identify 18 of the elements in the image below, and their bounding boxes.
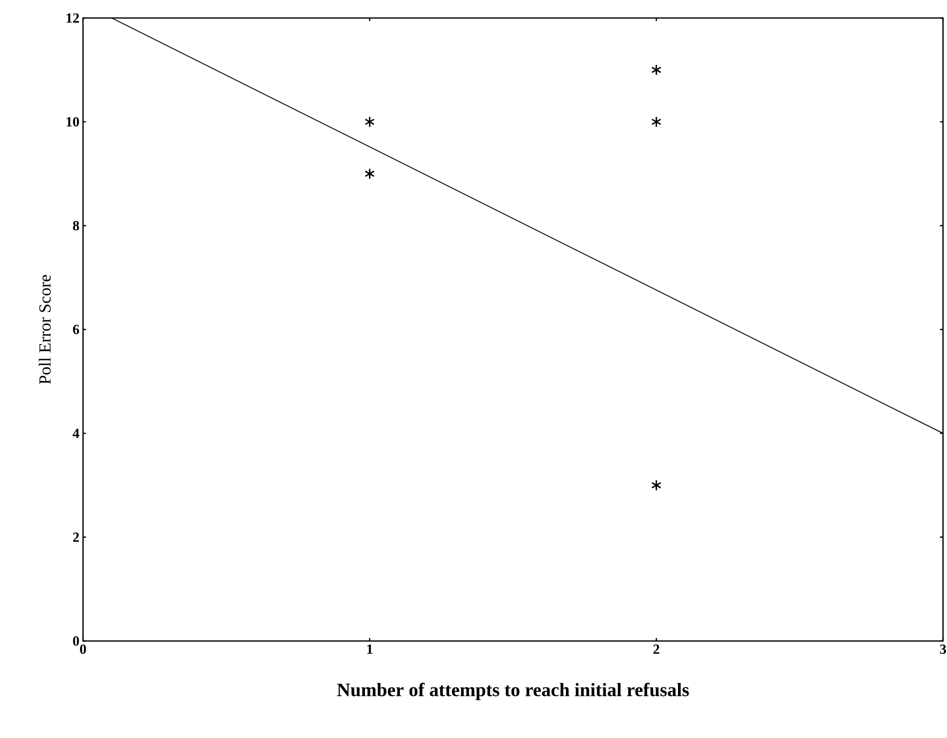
point (651, 116, 662, 128)
point (364, 116, 375, 128)
y-axis-title: Poll Error Score (38, 275, 51, 384)
y-tick-label: 12 (66, 13, 79, 23)
y-tick-label: 6 (73, 324, 80, 334)
y-tick-label: 10 (66, 117, 79, 127)
point (364, 168, 375, 180)
point (651, 64, 662, 76)
y-tick-label: 8 (72, 220, 80, 230)
point (651, 480, 662, 491)
x-tick-label: 1 (367, 644, 372, 654)
x-tick-label: 0 (80, 644, 86, 654)
x-axis-title: Number of attempts to reach initial refusals (337, 682, 689, 700)
x-tick-label: 3 (940, 644, 946, 654)
x-tick-label: 2 (653, 644, 660, 654)
y-tick-label: 4 (72, 428, 80, 438)
y-tick-label: 0 (73, 636, 79, 646)
y-tick-label: 2 (73, 532, 79, 542)
